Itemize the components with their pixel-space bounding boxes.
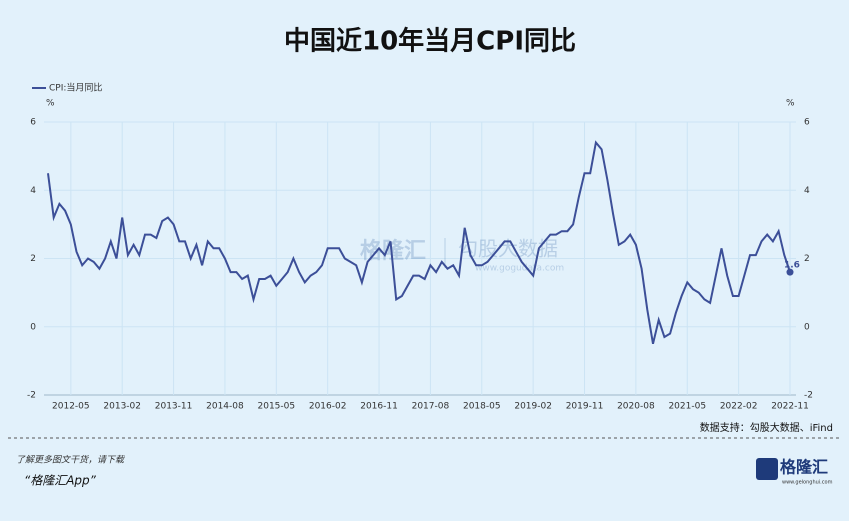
- watermark-text: 勾股大数据: [458, 237, 558, 261]
- x-tick-label: 2013-11: [155, 402, 193, 412]
- y-tick-label: 2: [30, 254, 36, 264]
- y2-tick-label: 4: [804, 186, 810, 196]
- end-point: [786, 268, 794, 276]
- chart-title: 中国近10年当月CPI同比: [284, 26, 576, 57]
- end-label: 1.6: [784, 261, 800, 271]
- footer-prompt: 了解更多图文干货，请下载: [16, 455, 125, 466]
- x-tick-label: 2016-11: [360, 402, 398, 412]
- x-tick-label: 2019-02: [514, 402, 552, 412]
- footer-app: “格隆汇App”: [24, 474, 97, 488]
- y-tick-label: -2: [27, 391, 36, 401]
- logo-text: 格隆汇: [780, 458, 828, 477]
- watermark-text: www.gogudata.com: [475, 264, 564, 274]
- y2-tick-label: 2: [804, 254, 810, 264]
- x-tick-label: 2013-02: [103, 402, 141, 412]
- y-unit: %: [46, 99, 55, 109]
- x-tick-label: 2020-08: [617, 402, 655, 412]
- x-tick-label: 2012-05: [52, 402, 90, 412]
- logo-url: www.gelonghui.com: [782, 480, 833, 486]
- series-line: [47, 140, 791, 345]
- y2-unit: %: [786, 99, 795, 109]
- x-tick-label: 2019-11: [566, 402, 604, 412]
- x-tick-label: 2021-05: [668, 402, 706, 412]
- y-tick-label: 0: [30, 322, 36, 332]
- x-tick-label: 2022-02: [720, 402, 758, 412]
- x-tick-label: 2014-08: [206, 402, 244, 412]
- y2-tick-label: 0: [804, 322, 810, 332]
- x-tick-label: 2017-08: [412, 402, 450, 412]
- y2-tick-label: -2: [804, 391, 813, 401]
- y-tick-label: 6: [30, 118, 36, 128]
- legend-label: CPI:当月同比: [49, 82, 102, 94]
- x-tick-label: 2015-05: [258, 402, 296, 412]
- y-tick-label: 4: [30, 186, 36, 196]
- x-tick-label: 2022-11: [771, 402, 809, 412]
- x-tick-label: 2016-02: [309, 402, 347, 412]
- y2-tick-label: 6: [804, 118, 810, 128]
- x-tick-label: 2018-05: [463, 402, 501, 412]
- logo-icon: [756, 458, 778, 480]
- source: 数据支持：勾股大数据、iFind: [700, 421, 833, 434]
